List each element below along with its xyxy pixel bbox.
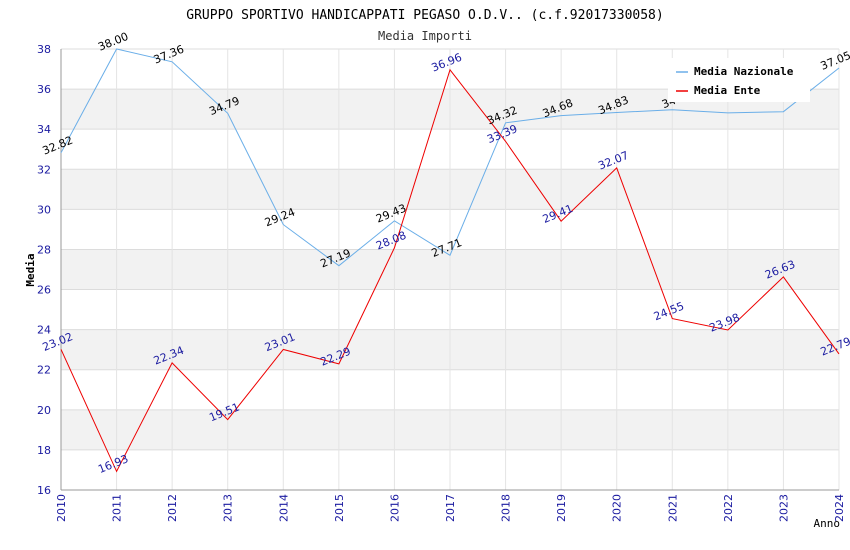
data-label: 38.00 [96, 30, 130, 54]
data-label: 37.05 [819, 49, 850, 73]
x-tick-label: 2013 [222, 494, 235, 522]
y-axis-title: Media [24, 253, 37, 286]
y-axis-ticks: 16 18 20 22 24 26 28 30 32 34 36 38 [37, 43, 51, 497]
data-label: 36.96 [430, 51, 464, 75]
chart-subtitle: Media Importi [378, 29, 472, 43]
x-tick-label: 2011 [111, 494, 124, 522]
x-tick-label: 2018 [500, 494, 513, 522]
series-line-0 [60, 48, 840, 267]
y-tick-label: 30 [37, 203, 51, 216]
x-tick-label: 2016 [388, 494, 401, 522]
y-tick-label: 28 [37, 243, 51, 256]
y-tick-label: 38 [37, 43, 51, 56]
x-axis-title: Anno [814, 517, 841, 530]
x-tick-label: 2023 [777, 494, 790, 522]
series-lines [60, 48, 840, 473]
x-tick-label: 2017 [444, 494, 457, 522]
y-tick-label: 26 [37, 284, 51, 297]
legend-label-ente: Media Ente [694, 84, 761, 97]
y-tick-label: 16 [37, 484, 51, 497]
data-label: 37.36 [152, 43, 186, 67]
legend: Media Nazionale Media Ente [668, 58, 810, 102]
data-label: 16.93 [96, 452, 130, 476]
x-tick-label: 2015 [333, 494, 346, 522]
gridlines [60, 48, 840, 491]
y-tick-label: 36 [37, 83, 51, 96]
x-tick-label: 2020 [611, 494, 624, 522]
x-axis-ticks: 2010 2011 2012 2013 2014 2015 2016 2017 2018 2019… [55, 494, 846, 522]
y-tick-label: 32 [37, 163, 51, 176]
x-tick-label: 2010 [55, 494, 68, 522]
y-tick-label: 34 [37, 123, 51, 136]
x-tick-label: 2021 [666, 494, 679, 522]
x-tick-label: 2012 [166, 494, 179, 522]
data-label: 28.08 [374, 229, 408, 253]
legend-box [668, 58, 810, 102]
y-tick-label: 22 [37, 364, 51, 377]
y-tick-label: 24 [37, 324, 51, 337]
y-tick-label: 18 [37, 444, 51, 457]
x-tick-label: 2019 [555, 494, 568, 522]
chart-title: GRUPPO SPORTIVO HANDICAPPATI PEGASO O.D.… [186, 8, 663, 23]
y-tick-label: 20 [37, 404, 51, 417]
series-line-1 [60, 68, 840, 473]
data-label: 32.82 [41, 134, 75, 158]
x-tick-label: 2014 [277, 494, 290, 522]
legend-label-nazionale: Media Nazionale [694, 65, 794, 78]
x-tick-label: 2022 [722, 494, 735, 522]
data-label: 24.55 [652, 299, 686, 323]
x-tick-label: 2024 [833, 494, 846, 522]
